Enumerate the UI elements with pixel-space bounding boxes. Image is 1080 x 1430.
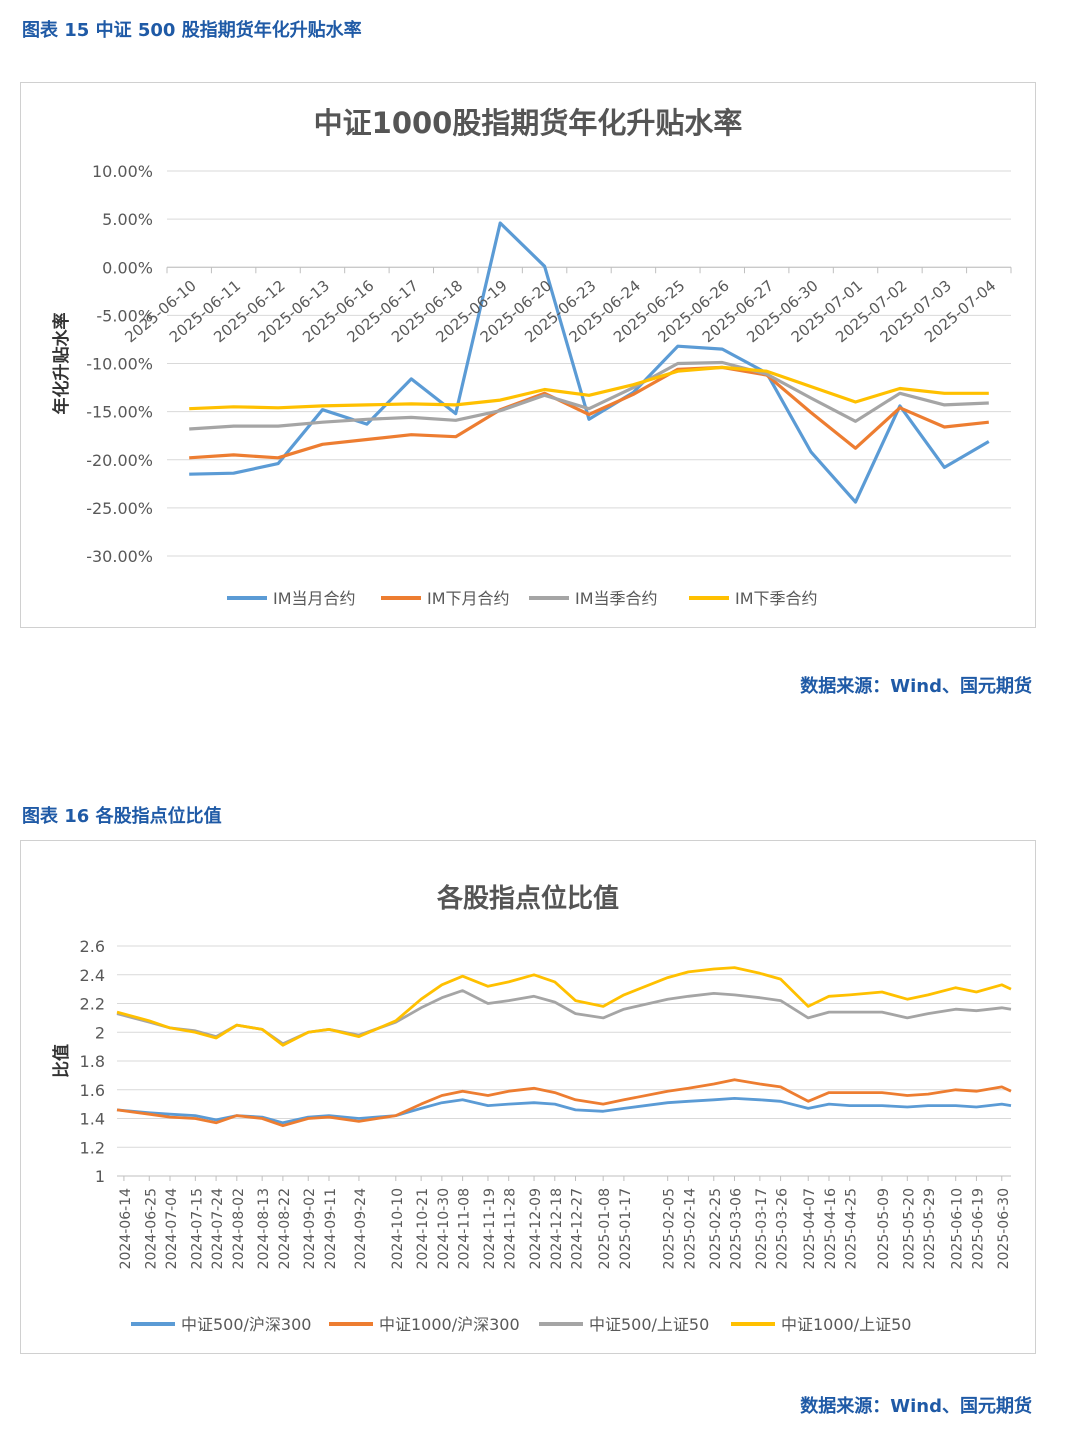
chart2-legend-label: 中证1000/上证50 xyxy=(781,1315,911,1334)
chart2-title: 各股指点位比值 xyxy=(436,883,619,914)
chart2-xtick-label: 2025-05-09 xyxy=(876,1188,892,1269)
chart2-xtick-label: 2024-06-14 xyxy=(118,1188,134,1269)
chart1-ytick-label: -30.00% xyxy=(86,547,153,566)
chart2-xtick-label: 2024-09-02 xyxy=(302,1188,318,1269)
chart2-ytick-label: 1 xyxy=(95,1167,105,1186)
chart1-ytick-label: -20.00% xyxy=(86,451,153,470)
chart1-ytick-label: -5.00% xyxy=(96,306,153,325)
chart2-xtick-label: 2024-11-19 xyxy=(482,1188,498,1269)
chart2-xtick-label: 2025-02-05 xyxy=(662,1188,678,1269)
chart2-ytick-label: 2.4 xyxy=(80,966,105,985)
figure15-caption: 图表 15 中证 500 股指期货年化升贴水率 xyxy=(22,20,362,41)
figure15-source: 数据来源：Wind、国元期货 xyxy=(800,676,1032,697)
chart2-ytick-label: 1.8 xyxy=(80,1052,105,1071)
chart1-series-line-1 xyxy=(189,221,990,504)
chart1-ytick-label: 5.00% xyxy=(102,210,153,229)
chart2-xtick-label: 2024-11-28 xyxy=(503,1188,519,1269)
chart2-xtick-label: 2025-05-29 xyxy=(922,1188,938,1269)
chart2-series-line-2 xyxy=(116,1078,1012,1128)
chart2-xtick-label: 2024-09-24 xyxy=(353,1188,369,1269)
chart2-ytick-label: 1.2 xyxy=(80,1138,105,1157)
chart2-xtick-label: 2025-03-26 xyxy=(775,1188,791,1269)
chart2-series-line-1 xyxy=(116,1096,1012,1125)
chart1-title: 中证1000股指期货年化升贴水率 xyxy=(314,106,743,140)
chart2-xtick-label: 2025-06-10 xyxy=(950,1188,966,1269)
chart1-legend-label: IM当月合约 xyxy=(273,589,356,608)
chart2-legend-label: 中证500/上证50 xyxy=(589,1315,709,1334)
chart1-ytick-label: 10.00% xyxy=(92,162,153,181)
chart2-xtick-label: 2025-03-06 xyxy=(729,1188,745,1269)
figure16-source: 数据来源：Wind、国元期货 xyxy=(800,1396,1032,1417)
chart2-xtick-label: 2024-10-30 xyxy=(436,1188,452,1269)
chart2-xtick-label: 2024-07-15 xyxy=(189,1188,205,1269)
chart1-series-line-3 xyxy=(189,360,989,431)
chart1-series-line-2 xyxy=(189,365,989,460)
chart2-xtick-label: 2024-12-09 xyxy=(528,1188,544,1269)
chart2-legend-label: 中证1000/沪深300 xyxy=(379,1315,520,1334)
chart2-xtick-label: 2024-08-13 xyxy=(256,1188,272,1269)
chart1-svg: 中证1000股指期货年化升贴水率 10.00% 5.00% 0.00% -5.00% -1… xyxy=(51,106,1012,608)
chart2-xtick-label: 2025-06-19 xyxy=(970,1188,986,1269)
chart2-svg: 各股指点位比值 2.6 2.4 2.2 2 1.8 1.6 1.4 1.2 1 比值 2024-06-… xyxy=(51,883,1012,1334)
chart2-xtick-label: 2024-10-10 xyxy=(390,1188,406,1269)
chart2-xtick-label: 2025-02-25 xyxy=(708,1188,724,1269)
chart1-legend-label: IM下季合约 xyxy=(735,589,818,608)
chart1-ytick-label: 0.00% xyxy=(102,258,153,277)
chart1-ytick-label: -25.00% xyxy=(86,499,153,518)
chart2-xtick-label: 2024-06-25 xyxy=(143,1188,159,1269)
chart2-ytick-label: 1.6 xyxy=(80,1081,105,1100)
chart1-ytick-label: -10.00% xyxy=(86,355,153,374)
chart2-xtick-label: 2025-01-17 xyxy=(618,1188,634,1269)
chart2-xtick-label: 2025-01-08 xyxy=(597,1188,613,1269)
chart2-series-line-4 xyxy=(116,966,1012,1047)
figure16-caption: 图表 16 各股指点位比值 xyxy=(22,806,222,827)
chart2-container: 各股指点位比值 2.6 2.4 2.2 2 1.8 1.6 1.4 1.2 1 比值 2024-06-… xyxy=(20,840,1036,1354)
chart2-ytick-label: 2 xyxy=(95,1023,105,1042)
chart2-xtick-label: 2025-04-07 xyxy=(802,1188,818,1269)
chart1-legend-label: IM下月合约 xyxy=(427,589,510,608)
chart2-ylabel: 比值 xyxy=(51,1044,72,1078)
chart1-container: 中证1000股指期货年化升贴水率 10.00% 5.00% 0.00% -5.00% -1… xyxy=(20,82,1036,628)
chart2-series-line-3 xyxy=(116,989,1012,1046)
chart1-series-line-4 xyxy=(189,365,989,411)
chart2-xtick-label: 2024-09-11 xyxy=(323,1188,339,1269)
chart2-ytick-label: 1.4 xyxy=(80,1110,105,1129)
chart2-xtick-label: 2024-10-21 xyxy=(415,1188,431,1269)
chart2-xtick-label: 2025-05-20 xyxy=(901,1188,917,1269)
chart2-xtick-label: 2024-11-08 xyxy=(457,1188,473,1269)
chart2-xtick-label: 2024-07-24 xyxy=(210,1188,226,1269)
chart2-ytick-label: 2.2 xyxy=(80,995,105,1014)
chart2-xtick-label: 2025-04-25 xyxy=(844,1188,860,1269)
chart2-xtick-label: 2024-08-22 xyxy=(277,1188,293,1269)
chart1-legend-label: IM当季合约 xyxy=(575,589,658,608)
chart1-ytick-label: -15.00% xyxy=(86,403,153,422)
chart2-xtick-label: 2024-08-02 xyxy=(231,1188,247,1269)
chart2-xtick-label: 2025-04-16 xyxy=(823,1188,839,1269)
chart1-ylabel: 年化升贴水率 xyxy=(51,313,72,415)
chart2-legend-label: 中证500/沪深300 xyxy=(181,1315,311,1334)
chart2-xtick-label: 2025-03-17 xyxy=(754,1188,770,1269)
chart2-ytick-label: 2.6 xyxy=(80,937,105,956)
chart2-xtick-label: 2024-07-04 xyxy=(164,1188,180,1269)
chart2-xtick-label: 2025-06-30 xyxy=(996,1188,1012,1269)
chart2-xtick-label: 2024-12-27 xyxy=(570,1188,586,1269)
chart2-xtick-label: 2024-12-18 xyxy=(549,1188,565,1269)
chart2-xtick-label: 2025-02-14 xyxy=(682,1188,698,1269)
